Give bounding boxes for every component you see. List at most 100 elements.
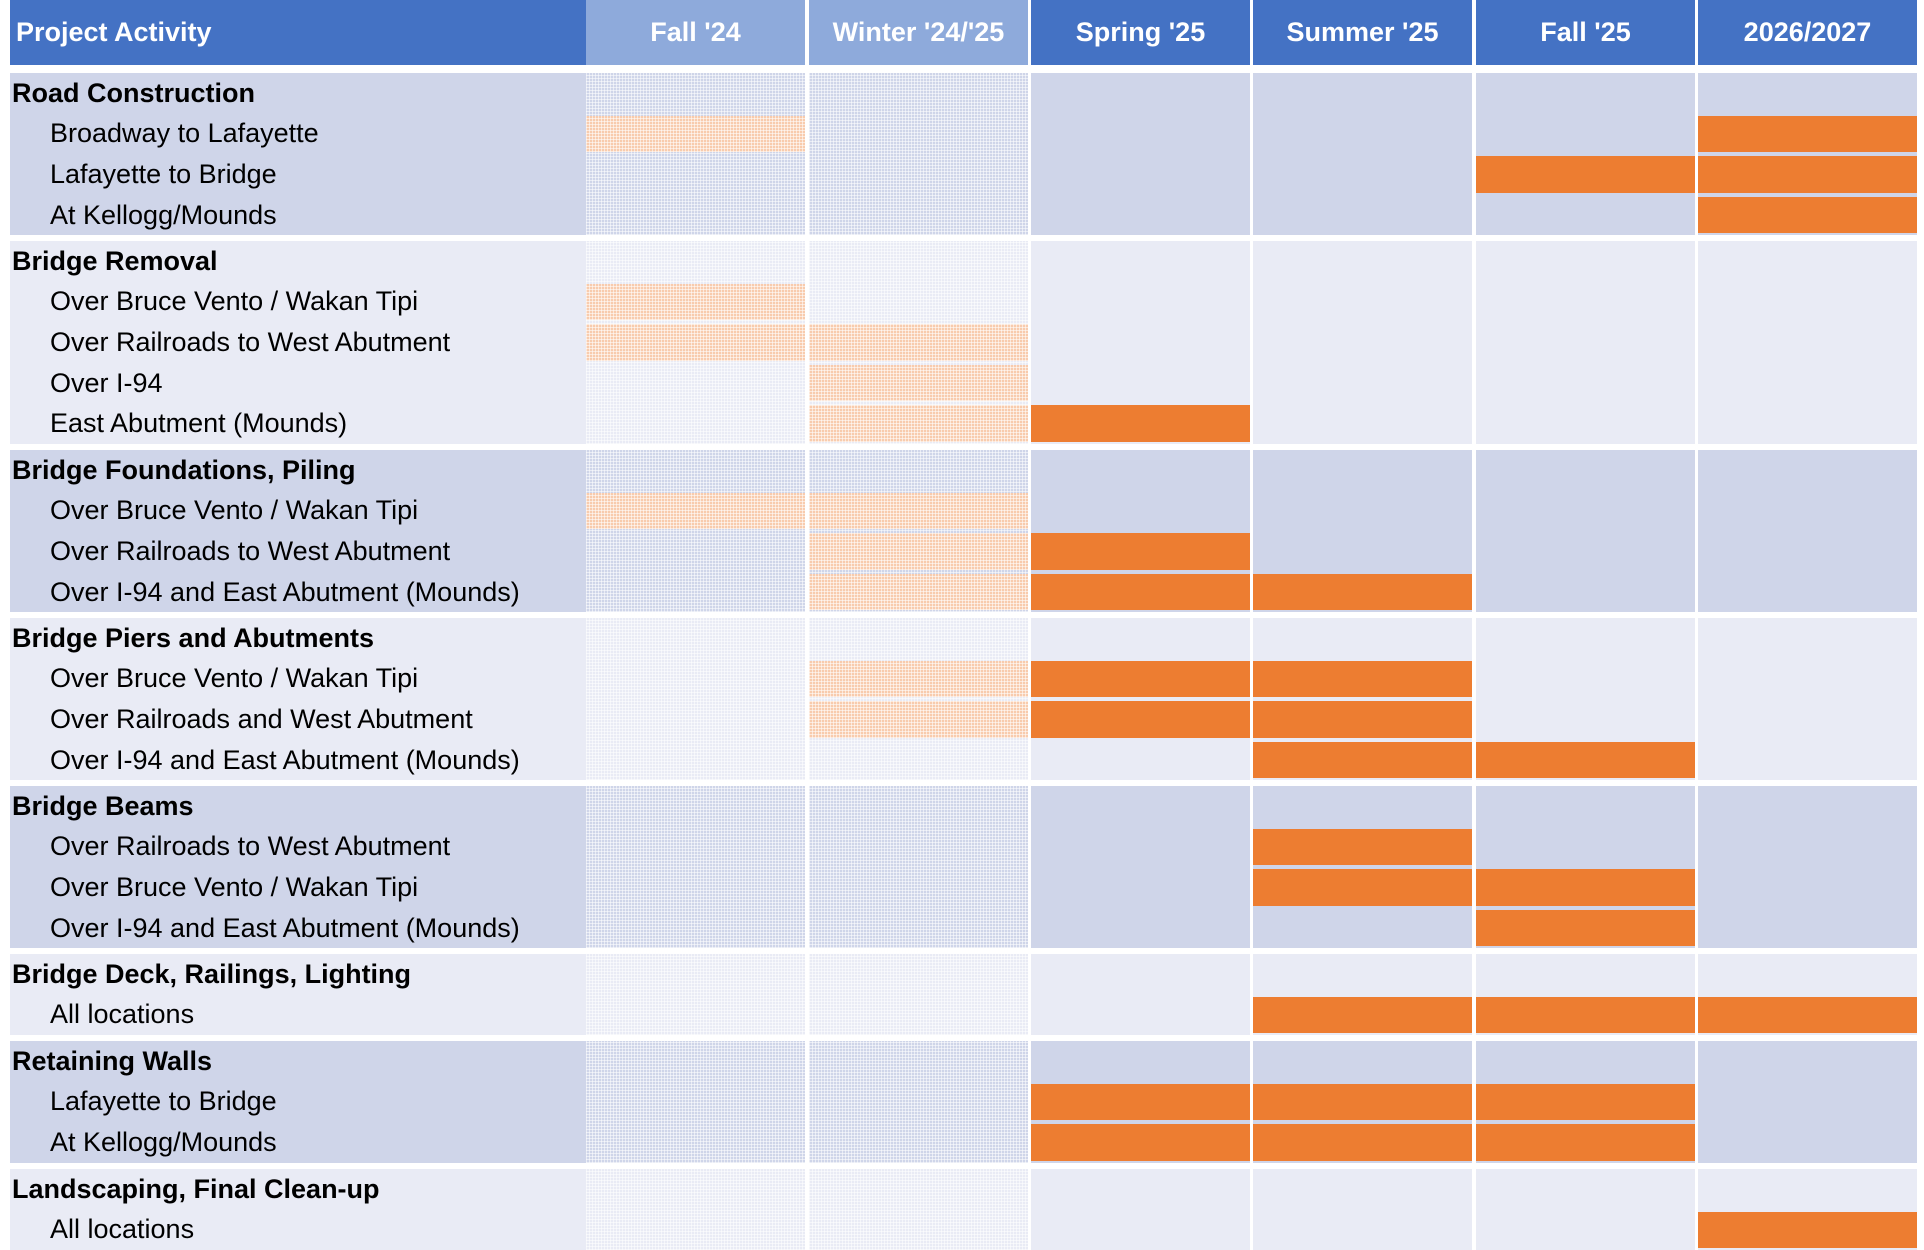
group-background-cell	[809, 1169, 1028, 1250]
header-period: Fall '25	[1476, 0, 1695, 65]
task-bar	[1253, 1083, 1472, 1121]
task-bar	[1031, 573, 1250, 611]
category-label: Bridge Deck, Railings, Lighting	[12, 958, 412, 989]
task-bar	[1031, 1083, 1250, 1121]
group-background-cell	[586, 1041, 805, 1163]
gantt-chart: Project Activity Fall '24 Winter '24/'25 Sp…	[10, 0, 1917, 1250]
group-background-cell	[1031, 954, 1250, 1035]
task-bar	[1698, 996, 1917, 1034]
group-background-cell	[10, 1041, 586, 1163]
task-label: Lafayette to Bridge	[50, 1086, 277, 1117]
task-bar	[1031, 533, 1250, 570]
task-bar	[809, 364, 1028, 402]
group-background-cell	[10, 786, 586, 948]
group-background-cell	[586, 618, 805, 780]
task-label: Over Railroads and West Abutment	[50, 703, 473, 734]
task-bar	[1698, 115, 1917, 153]
category-label: Road Construction	[12, 77, 255, 108]
task-label: Over I-94 and East Abutment (Mounds)	[50, 744, 520, 775]
task-bar	[809, 492, 1028, 530]
group-background-cell	[1476, 450, 1695, 612]
category-label: Landscaping, Final Clean-up	[12, 1173, 380, 1204]
header-period: Summer '25	[1253, 0, 1472, 65]
group-background-cell	[1476, 73, 1695, 235]
header-period: Winter '24/'25	[809, 0, 1028, 65]
task-label: Over Railroads to West Abutment	[50, 831, 451, 862]
group-background-cell	[586, 954, 805, 1035]
group-background-cell	[809, 618, 1028, 780]
group-background-cell	[1476, 241, 1695, 444]
task-bar	[809, 533, 1028, 570]
task-label: All locations	[50, 999, 195, 1030]
group-background-cell	[10, 954, 586, 1035]
task-bar	[1698, 1211, 1917, 1249]
task-label: Over Railroads to West Abutment	[50, 535, 451, 566]
group-background-cell	[1698, 450, 1917, 612]
task-bar	[1253, 828, 1472, 866]
task-bar	[1476, 741, 1695, 779]
group-background-cell	[10, 450, 586, 612]
task-bar	[1476, 869, 1695, 906]
task-label: Over I-94	[50, 367, 163, 398]
group-background-cell	[10, 618, 586, 780]
task-bar	[809, 701, 1028, 738]
task-bar	[1253, 573, 1472, 611]
header-period: Spring '25	[1031, 0, 1250, 65]
task-label: All locations	[50, 1214, 195, 1245]
category-label: Bridge Foundations, Piling	[12, 454, 356, 485]
group-background-cell	[1476, 1169, 1695, 1250]
group-background-cell	[1253, 786, 1472, 948]
task-bar	[1476, 1124, 1695, 1161]
group-background-cell	[1031, 618, 1250, 780]
task-bar	[1031, 701, 1250, 738]
category-label: Bridge Beams	[12, 790, 194, 821]
category-label: Bridge Piers and Abutments	[12, 622, 375, 653]
group-background-cell	[809, 1041, 1028, 1163]
task-label: At Kellogg/Mounds	[50, 199, 277, 230]
group-background-cell	[809, 73, 1028, 235]
task-bar	[1253, 660, 1472, 698]
task-label: Over Bruce Vento / Wakan Tipi	[50, 495, 419, 526]
task-bar	[586, 324, 805, 361]
group-background-cell	[809, 954, 1028, 1035]
group-background-cell	[1253, 241, 1472, 444]
task-bar	[1253, 701, 1472, 738]
group-background-cell	[1698, 241, 1917, 444]
group-background-cell	[1031, 1169, 1250, 1250]
task-bar	[1253, 869, 1472, 906]
group-background-cell	[1253, 1169, 1472, 1250]
task-bar	[1031, 405, 1250, 442]
task-bar	[809, 660, 1028, 698]
task-bar	[1476, 1083, 1695, 1121]
task-label: At Kellogg/Mounds	[50, 1126, 277, 1157]
task-label: Over I-94 and East Abutment (Mounds)	[50, 912, 520, 943]
task-bar	[1031, 660, 1250, 698]
group-background-cell	[586, 1169, 805, 1250]
task-label: Over Bruce Vento / Wakan Tipi	[50, 871, 419, 902]
task-bar	[1476, 156, 1695, 193]
task-bar	[1698, 156, 1917, 193]
header-project-activity: Project Activity	[10, 0, 586, 65]
task-label: Over I-94 and East Abutment (Mounds)	[50, 576, 520, 607]
task-label: Over Railroads to West Abutment	[50, 326, 451, 357]
task-bar	[1253, 741, 1472, 779]
task-bar	[1253, 1124, 1472, 1161]
task-bar	[809, 405, 1028, 442]
header-period: Fall '24	[586, 0, 805, 65]
group-background-cell	[1698, 786, 1917, 948]
category-label: Bridge Removal	[12, 245, 218, 276]
task-label: Over Bruce Vento / Wakan Tipi	[50, 663, 419, 694]
group-background-cell	[1031, 73, 1250, 235]
task-bar	[1476, 909, 1695, 947]
group-background-cell	[586, 450, 805, 612]
group-background-cell	[586, 73, 805, 235]
task-label: Broadway to Lafayette	[50, 118, 319, 149]
task-bar	[586, 492, 805, 530]
group-background-cell	[1698, 618, 1917, 780]
category-label: Retaining Walls	[12, 1045, 213, 1076]
group-background-cell	[10, 73, 586, 235]
group-background-cell	[1253, 73, 1472, 235]
task-bar	[1031, 1124, 1250, 1161]
task-bar	[586, 115, 805, 153]
header-period: 2026/2027	[1698, 0, 1917, 65]
